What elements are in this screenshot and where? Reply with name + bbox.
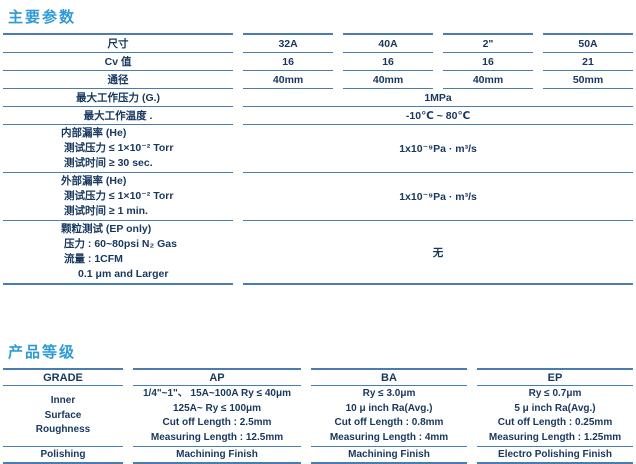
roughness-ep-line: 5 μ inch Ra(Avg.) [514,402,596,414]
roughness-ep-line: Measuring Length : 1.25mm [488,431,622,443]
max-temperature-label-cell: 最大工作温度 . [3,107,234,125]
cv-label-cell: Cv 值 [3,53,234,71]
roughness-row: Inner Surface Roughness 1/4"~1"、 15A~100… [3,386,633,447]
roughness-label-line: Surface [44,409,82,421]
table-row-max-temperature: 最大工作温度 . -10℃ ~ 80℃ [3,107,633,125]
cv-value-cell: 21 [543,53,633,71]
size-label-cell: 尺寸 [3,33,234,53]
bore-value-cell: 50mm [543,71,633,89]
external-leak-title: 外部漏率 (He) [61,175,127,187]
ep-header-cell: EP [477,368,633,386]
particle-test-flow: 流量 : 1CFM [64,253,123,265]
roughness-ba-line: Ry ≤ 3.0μm [362,388,416,399]
max-temperature-value-cell: -10℃ ~ 80℃ [243,107,633,125]
table-row-internal-leak: 内部漏率 (He) 测试压力 ≤ 1×10⁻² Torr 测试时间 ≥ 30 s… [3,125,633,173]
particle-test-pressure: 压力 : 60~80psi N₂ Gas [64,238,177,250]
bore-value-cell: 40mm [243,71,334,89]
internal-leak-label-cell: 内部漏率 (He) 测试压力 ≤ 1×10⁻² Torr 测试时间 ≥ 30 s… [3,125,234,173]
internal-leak-test-time: 测试时间 ≥ 30 sec. [64,157,153,169]
external-leak-test-time: 测试时间 ≥ 1 min. [64,205,148,217]
section-title-main-parameters: 主要参数 [8,9,77,26]
roughness-ap-cell: 1/4"~1"、 15A~100A Ry ≤ 40μm 125A~ Ry ≤ 1… [133,386,301,447]
table-row-max-pressure: 最大工作压力 (G.) 1MPa [3,89,633,107]
external-leak-value-cell: 1x10⁻⁹Pa · m³/s [243,173,633,221]
roughness-ap-line: 125A~ Ry ≤ 100μm [172,402,262,414]
roughness-ep-line: Ry ≤ 0.7μm [528,388,582,399]
roughness-ba-line: Cut off Length : 0.8mm [334,417,444,428]
cv-value-cell: 16 [343,53,434,71]
particle-test-label-cell: 颗粒测试 (EP only) 压力 : 60~80psi N₂ Gas 流量 :… [3,221,234,285]
bore-value-cell: 40mm [343,71,434,89]
external-leak-test-pressure: 测试压力 ≤ 1×10⁻² Torr [64,190,174,202]
grade-header-cell: GRADE [3,368,123,386]
external-leak-label-cell: 外部漏率 (He) 测试压力 ≤ 1×10⁻² Torr 测试时间 ≥ 1 mi… [3,173,234,221]
roughness-ap-line: 1/4"~1"、 15A~100A Ry ≤ 40μm [142,388,292,399]
table-row-external-leak: 外部漏率 (He) 测试压力 ≤ 1×10⁻² Torr 测试时间 ≥ 1 mi… [3,173,633,221]
size-value-cell: 40A [343,33,434,53]
roughness-ep-cell: Ry ≤ 0.7μm 5 μ inch Ra(Avg.) Cut off Len… [477,386,633,447]
particle-test-title: 颗粒测试 (EP only) [61,223,152,235]
roughness-ba-line: Measuring Length : 4mm [329,431,449,443]
section-title-product-grade: 产品等级 [8,344,77,361]
table-row-particle-test: 颗粒测试 (EP only) 压力 : 60~80psi N₂ Gas 流量 :… [3,221,633,285]
roughness-label-line: Inner [50,395,76,407]
particle-test-value-cell: 无 [243,221,633,285]
ba-header-cell: BA [311,368,467,386]
bore-label-cell: 通径 [3,71,234,89]
internal-leak-title: 内部漏率 (He) [61,127,127,139]
ap-header-cell: AP [133,368,301,386]
roughness-ba-cell: Ry ≤ 3.0μm 10 μ inch Ra(Avg.) Cut off Le… [311,386,467,447]
table-row-bore: 通径 40mm 40mm 40mm 50mm [3,71,633,89]
cv-value-cell: 16 [243,53,334,71]
size-value-cell: 50A [543,33,633,53]
roughness-ep-line: Cut off Length : 0.25mm [497,417,613,428]
max-pressure-value-cell: 1MPa [243,89,633,107]
size-value-cell: 32A [243,33,334,53]
internal-leak-value-cell: 1x10⁻⁹Pa · m³/s [243,125,633,173]
bore-value-cell: 40mm [443,71,533,89]
internal-leak-test-pressure: 测试压力 ≤ 1×10⁻² Torr [64,142,174,154]
table-row-size: 尺寸 32A 40A 2" 50A [3,33,633,53]
grade-header-row: GRADE AP BA EP [3,368,633,386]
parameters-table: 尺寸 32A 40A 2" 50A Cv 值 16 16 16 21 通径 40… [0,33,636,285]
roughness-ba-line: 10 μ inch Ra(Avg.) [345,402,433,414]
cv-value-cell: 16 [443,53,533,71]
roughness-ap-line: Cut off Length : 2.5mm [162,417,272,428]
max-pressure-label-cell: 最大工作压力 (G.) [3,89,234,107]
particle-test-size: 0.1 μm and Larger [78,268,169,280]
roughness-label-cell: Inner Surface Roughness [3,386,123,447]
roughness-ap-line: Measuring Length : 12.5mm [150,431,284,443]
table-row-cv: Cv 值 16 16 16 21 [3,53,633,71]
size-value-cell: 2" [443,33,533,53]
roughness-label-line: Roughness [35,424,91,436]
